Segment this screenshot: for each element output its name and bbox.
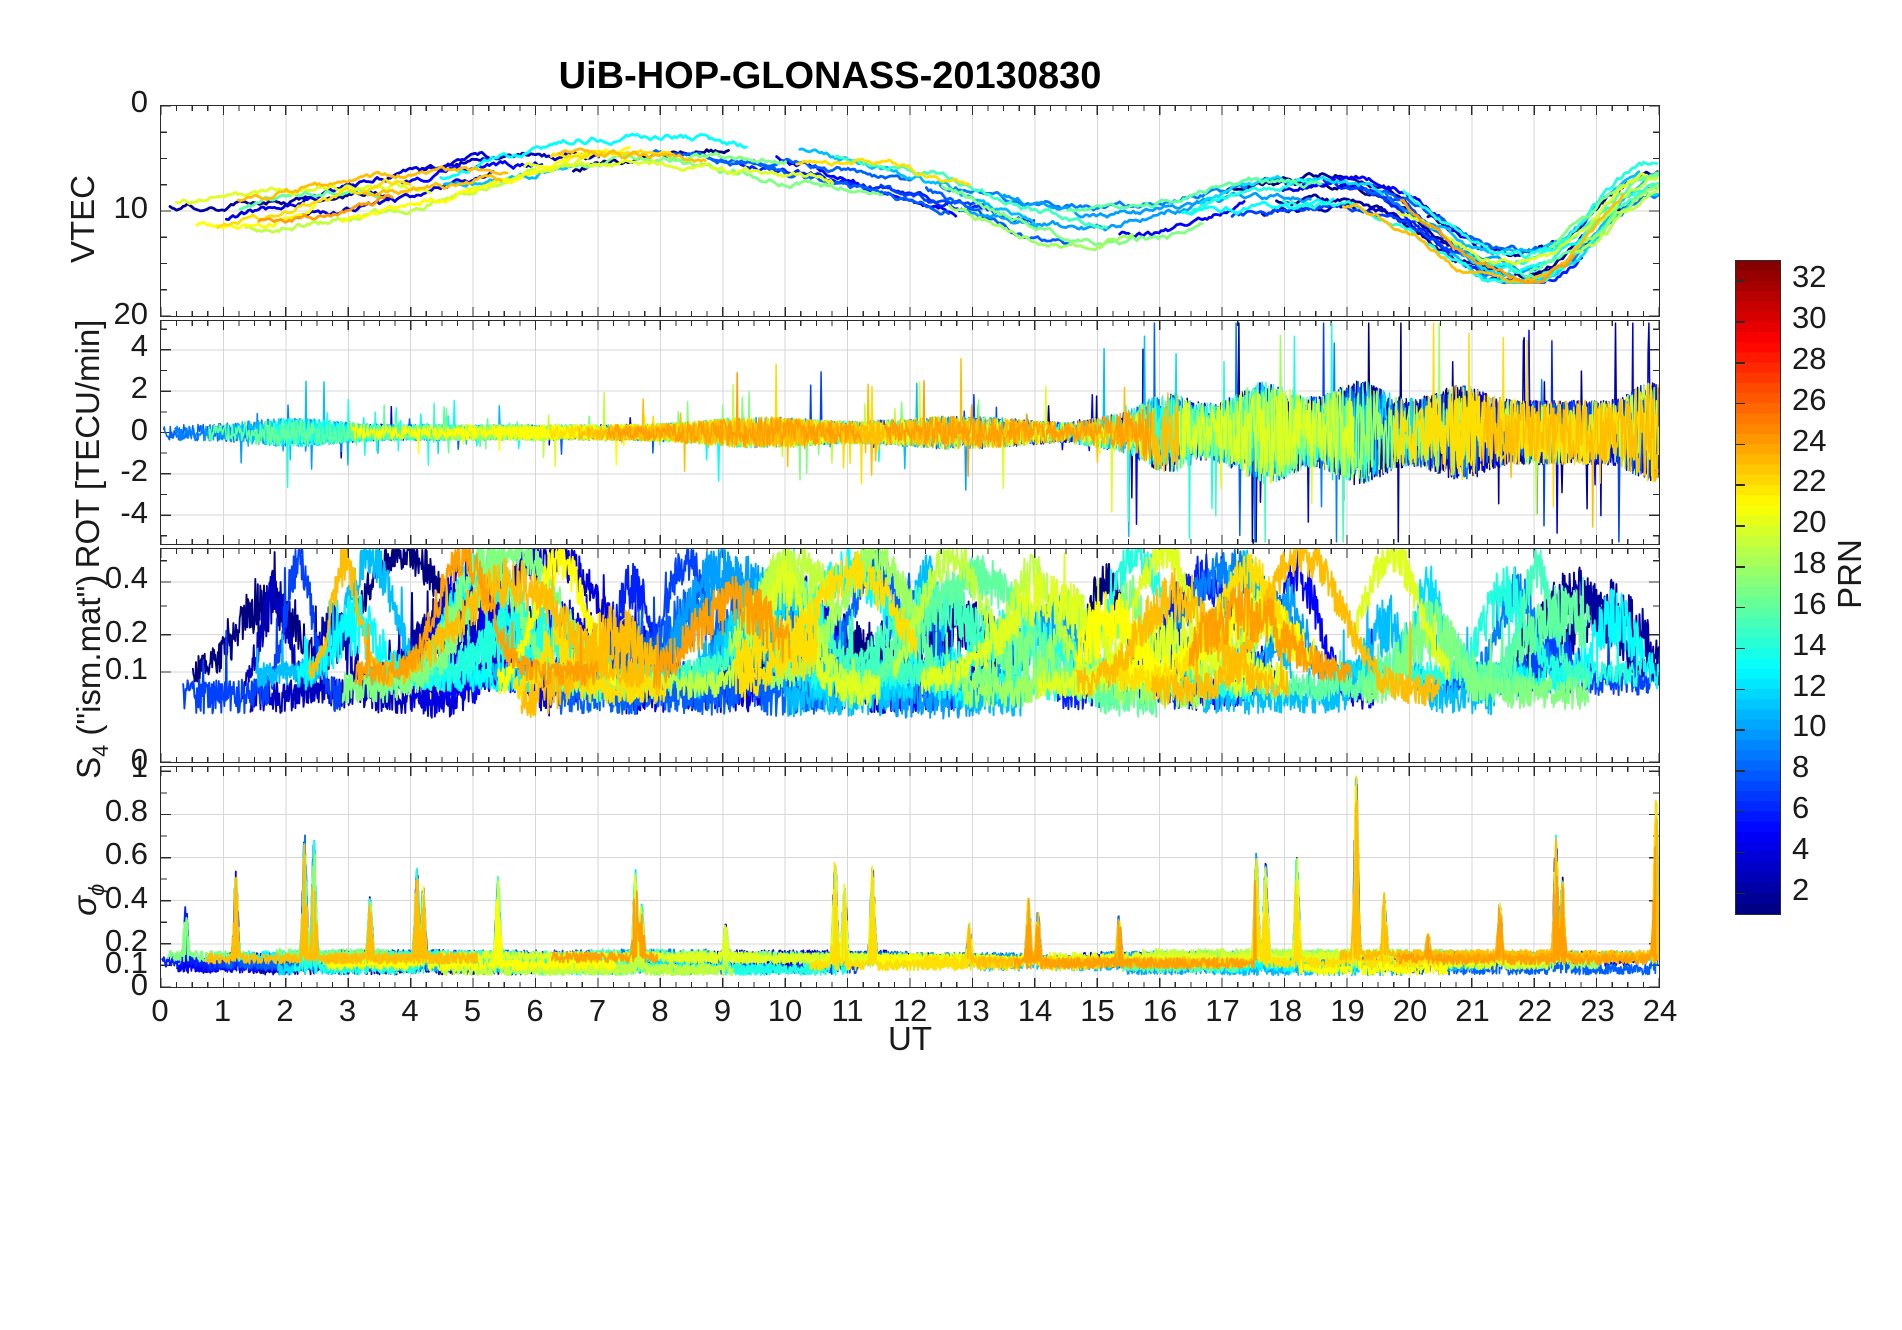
colorbar-tick-32: 32 [1792,259,1827,295]
colorbar-tickmark-32 [1735,280,1745,282]
xtick-0: 0 [151,993,169,1028]
ytick-sigma-3: 0.4 [104,879,148,915]
colorbar-tick-14: 14 [1792,626,1827,662]
colorbar-tick-2: 2 [1792,871,1810,907]
colorbar-tickmark-30 [1735,321,1745,323]
colorbar-tick-24: 24 [1792,422,1827,458]
xtick-23: 23 [1580,993,1615,1028]
colorbar-tickmark-2 [1735,892,1745,895]
ytick-sigma-6: 0 [130,967,148,1002]
colorbar-tickmark-16 [1735,606,1745,609]
panel-s4 [160,548,1660,763]
xtick-10: 10 [767,993,803,1028]
ytick-sigma-1: 0.8 [104,792,148,828]
colorbar-tick-20: 20 [1792,504,1827,540]
colorbar-tick-16: 16 [1792,585,1827,621]
xtick-13: 13 [955,993,990,1028]
colorbar-tick-18: 18 [1792,545,1827,581]
colorbar-tick-30: 30 [1792,300,1827,336]
colorbar-tickmark-28 [1735,362,1745,364]
ytick-rot-3: -2 [120,453,148,489]
colorbar-tick-6: 6 [1792,789,1810,825]
xtick-12: 12 [892,993,928,1028]
xtick-8: 8 [651,993,669,1028]
xtick-14: 14 [1017,993,1053,1028]
ytick-s4-3: 0 [130,742,148,777]
colorbar-tickmark-12 [1735,688,1745,691]
colorbar-tickmark-22 [1735,484,1745,486]
colorbar-tick-12: 12 [1792,667,1827,703]
colorbar-tickmark-18 [1735,566,1745,568]
colorbar-tick-26: 26 [1792,381,1827,417]
ytick-s4-1: 0.2 [104,613,148,649]
colorbar-tickmark-4 [1735,851,1745,854]
ytick-s4-2: 0.1 [104,651,148,687]
colorbar-tickmark-14 [1735,647,1745,650]
colorbar-tick-8: 8 [1792,749,1810,785]
colorbar-tickmark-26 [1735,402,1745,405]
colorbar [1735,260,1781,915]
xtick-1: 1 [213,993,232,1028]
xtick-18: 18 [1267,993,1303,1028]
panel-vtec [160,105,1660,317]
xtick-17: 17 [1205,993,1240,1028]
xtick-9: 9 [713,993,732,1028]
ytick-sigma-2: 0.6 [104,836,148,872]
ytick-rot-0: 4 [130,328,148,364]
ytick-vtec-1: 10 [113,190,148,225]
colorbar-tick-22: 22 [1792,463,1827,499]
colorbar-tickmark-6 [1735,810,1745,813]
xtick-20: 20 [1392,993,1428,1028]
xtick-15: 15 [1080,993,1115,1028]
xtick-19: 19 [1330,993,1365,1028]
ytick-s4-0: 0.4 [104,560,148,596]
ytick-rot-2: 0 [130,411,148,447]
colorbar-tickmark-10 [1735,729,1745,731]
colorbar-label: PRN [1831,539,1868,609]
xtick-11: 11 [831,993,864,1028]
xtick-3: 3 [338,993,357,1028]
xtick-4: 4 [401,993,419,1028]
colorbar-tickmark-8 [1735,770,1745,772]
xtick-16: 16 [1142,993,1178,1028]
ytick-rot-4: -4 [120,494,148,530]
axis-label-x: UT [888,1020,932,1057]
ytick-sigma-0: 1 [130,749,148,785]
colorbar-tick-4: 4 [1792,830,1810,866]
xtick-22: 22 [1517,993,1553,1028]
xtick-5: 5 [463,993,482,1028]
xtick-6: 6 [526,993,544,1028]
colorbar-tickmark-24 [1735,443,1745,446]
ytick-rot-1: 2 [130,369,148,405]
colorbar-tickmark-20 [1735,525,1745,527]
ytick-vtec-0: 20 [113,296,148,331]
panel-sigma [160,766,1660,988]
ytick-vtec-2: 0 [130,84,148,119]
colorbar-tick-28: 28 [1792,341,1827,377]
xtick-2: 2 [276,993,294,1028]
xtick-21: 21 [1455,993,1490,1028]
ytick-sigma-5: 0.1 [104,945,148,981]
xtick-7: 7 [588,993,607,1028]
ytick-sigma-4: 0.2 [104,923,148,959]
page-title: UiB-HOP-GLONASS-20130830 [558,55,1102,97]
xtick-24: 24 [1642,993,1678,1028]
colorbar-tick-10: 10 [1792,708,1827,744]
panel-rot [160,320,1660,545]
